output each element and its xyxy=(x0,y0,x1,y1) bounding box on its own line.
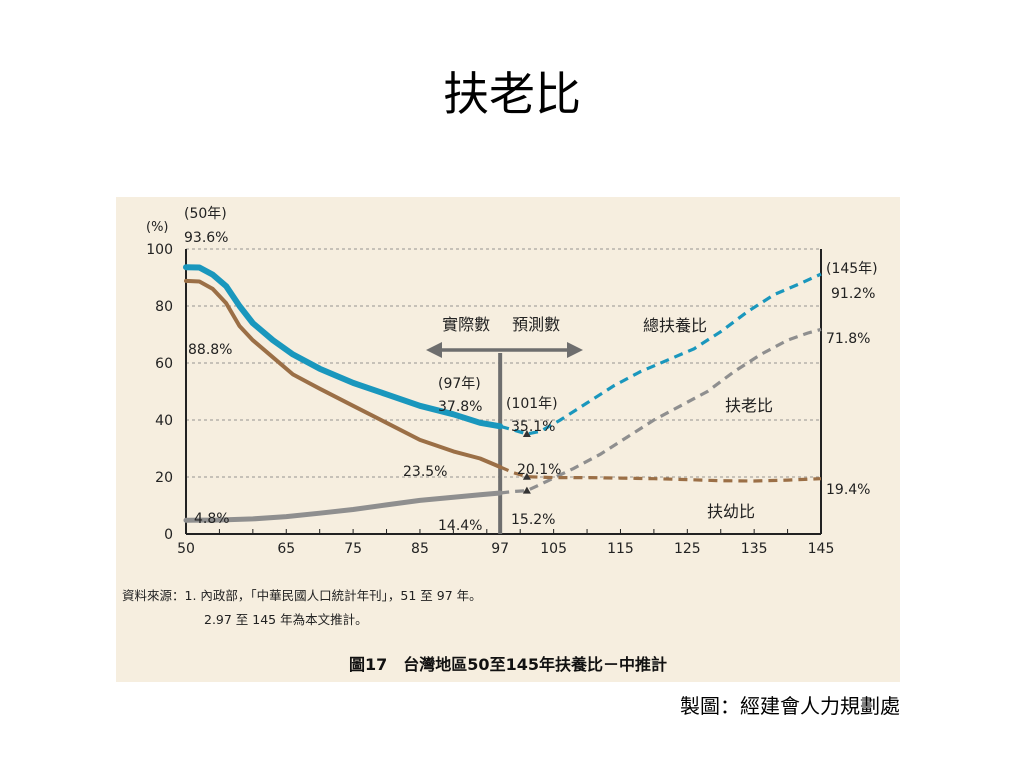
annotation-value: 93.6% xyxy=(184,230,228,246)
x-tick-label: 105 xyxy=(540,541,567,557)
x-tick-label: 125 xyxy=(674,541,701,557)
annotation-year: (145年) xyxy=(826,261,878,277)
x-tick-label: 135 xyxy=(741,541,768,557)
y-tick-label: 100 xyxy=(146,242,173,258)
series-label-elderly: 扶老比 xyxy=(725,396,773,415)
annotation-value: 71.8% xyxy=(826,331,870,347)
annotation-value: 20.1% xyxy=(517,462,561,478)
source-line-1: 資料來源：1. 內政部，「中華民國人口統計年刊」，51 至 97 年。 xyxy=(122,588,482,603)
series-label-youth: 扶幼比 xyxy=(707,502,755,521)
annotation-value: 35.1% xyxy=(511,419,555,435)
x-tick-label: 65 xyxy=(277,541,295,557)
annotation-value: 14.4% xyxy=(438,518,482,534)
projected-label: 預測數 xyxy=(512,315,560,334)
series-line-actual-youth xyxy=(184,278,503,469)
chart-figure: 0 20 40 60 80 100 (%) 50 65 75 85 97 105 115 125 135 145… xyxy=(116,197,900,682)
point-marker xyxy=(522,486,531,494)
y-tick-label: 20 xyxy=(155,470,173,486)
annotation-value: 88.8% xyxy=(188,342,232,358)
dependency-ratio-chart: 0 20 40 60 80 100 (%) 50 65 75 85 97 105 115 125 135 145… xyxy=(146,206,878,557)
series-line-projected-youth xyxy=(499,465,822,483)
data-source-note: 資料來源：1. 內政部，「中華民國人口統計年刊」，51 至 97 年。 2.97… xyxy=(122,584,482,632)
annotation-value: 19.4% xyxy=(826,482,870,498)
point-marker xyxy=(522,472,531,480)
annotation-year: (50年) xyxy=(184,206,227,222)
annotation-value: 91.2% xyxy=(831,286,875,302)
series-label-total: 總扶養比 xyxy=(643,316,707,335)
x-tick-label: 85 xyxy=(411,541,429,557)
divider-arrow-left xyxy=(426,342,442,358)
annotation-value: 4.8% xyxy=(194,511,230,527)
figure-caption: 圖17 台灣地區50至145年扶養比－中推計 xyxy=(349,655,667,674)
x-tick-label: 50 xyxy=(177,541,195,557)
annotation-year: (101年) xyxy=(506,396,558,412)
series-line-projected-elderly xyxy=(500,327,822,495)
annotation-value: 15.2% xyxy=(511,512,555,528)
series-line-projected-total xyxy=(499,272,822,436)
point-marker xyxy=(522,429,531,437)
series-line-actual-total xyxy=(183,264,504,430)
annotation-value: 23.5% xyxy=(403,464,447,480)
actual-label: 實際數 xyxy=(442,315,490,334)
x-tick-label: 115 xyxy=(607,541,634,557)
x-tick-label: 97 xyxy=(491,541,509,557)
annotation-year: (97年) xyxy=(438,376,481,392)
slide-title: 扶老比 xyxy=(443,67,581,121)
y-tick-label: 40 xyxy=(155,413,173,429)
x-tick-label: 75 xyxy=(344,541,362,557)
divider-arrow-right xyxy=(567,342,583,358)
y-axis-unit-label: (%) xyxy=(146,220,169,235)
source-line-2: 2.97 至 145 年為本文推計。 xyxy=(204,612,368,627)
annotation-value: 37.8% xyxy=(438,399,482,415)
y-tick-label: 80 xyxy=(155,299,173,315)
y-tick-label: 0 xyxy=(164,527,173,543)
y-tick-label: 60 xyxy=(155,356,173,372)
x-tick-label: 145 xyxy=(808,541,835,557)
chart-credit: 製圖：經建會人力規劃處 xyxy=(680,694,900,718)
series-line-actual-elderly xyxy=(183,490,503,523)
